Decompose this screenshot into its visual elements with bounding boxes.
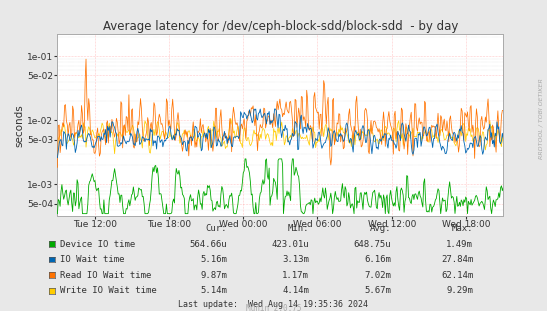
Text: 5.14m: 5.14m: [200, 286, 227, 295]
Text: Last update:  Wed Aug 14 19:35:36 2024: Last update: Wed Aug 14 19:35:36 2024: [178, 300, 369, 309]
Text: 1.17m: 1.17m: [282, 271, 309, 280]
Text: Min:: Min:: [288, 224, 309, 233]
Text: 4.14m: 4.14m: [282, 286, 309, 295]
Text: 423.01u: 423.01u: [271, 240, 309, 248]
Text: RRDTOOL / TOBI OETIKER: RRDTOOL / TOBI OETIKER: [538, 78, 543, 159]
Text: 564.66u: 564.66u: [189, 240, 227, 248]
Text: 7.02m: 7.02m: [364, 271, 391, 280]
Text: 62.14m: 62.14m: [441, 271, 473, 280]
Text: Cur:: Cur:: [206, 224, 227, 233]
Text: Max:: Max:: [452, 224, 473, 233]
Text: 648.75u: 648.75u: [353, 240, 391, 248]
Text: 9.87m: 9.87m: [200, 271, 227, 280]
Text: IO Wait time: IO Wait time: [60, 255, 125, 264]
Text: 5.16m: 5.16m: [200, 255, 227, 264]
Text: 27.84m: 27.84m: [441, 255, 473, 264]
Text: 6.16m: 6.16m: [364, 255, 391, 264]
Text: 5.67m: 5.67m: [364, 286, 391, 295]
Text: Avg:: Avg:: [370, 224, 391, 233]
Y-axis label: seconds: seconds: [14, 104, 25, 146]
Text: 9.29m: 9.29m: [446, 286, 473, 295]
Title: Average latency for /dev/ceph-block-sdd/block-sdd  - by day: Average latency for /dev/ceph-block-sdd/…: [103, 20, 458, 33]
Text: Munin 2.0.75: Munin 2.0.75: [246, 304, 301, 311]
Text: Device IO time: Device IO time: [60, 240, 136, 248]
Text: Read IO Wait time: Read IO Wait time: [60, 271, 152, 280]
Text: 1.49m: 1.49m: [446, 240, 473, 248]
Text: Write IO Wait time: Write IO Wait time: [60, 286, 157, 295]
Text: 3.13m: 3.13m: [282, 255, 309, 264]
